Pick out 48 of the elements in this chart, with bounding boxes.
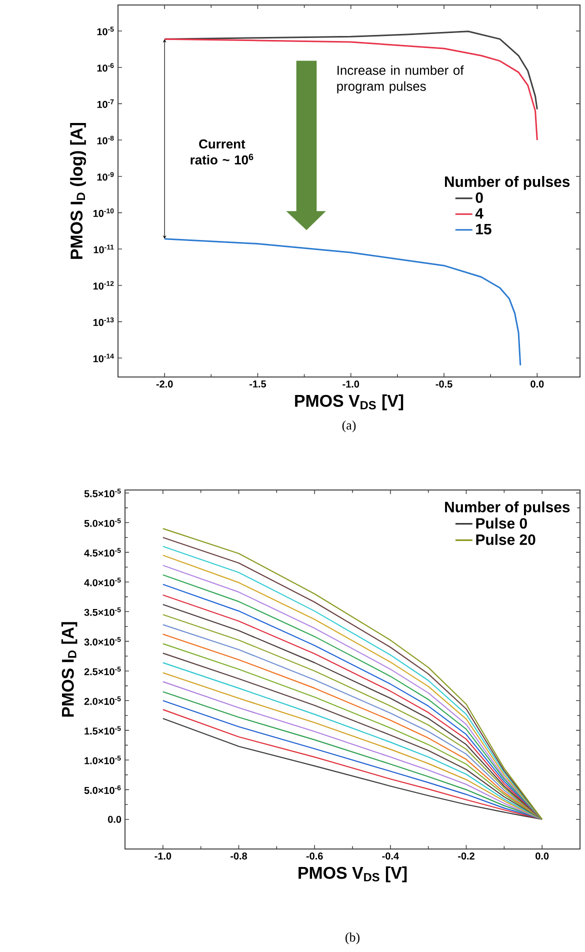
x-tick-label: 0.0 [530,380,544,388]
x-tick-label: -0.4 [382,852,399,860]
y-tick-label: 5.0×10$^{-6}$ [84,785,121,794]
annotation: Increase in number of program pulses [337,65,464,94]
x-tick-label: -0.6 [306,852,323,860]
y-tick-label: 10$^{-12}$ [93,281,114,290]
y-tick-label: 1.0×10$^{-5}$ [84,756,121,764]
x-axis-title: PMOS V$_{DS}$ [V] [295,394,404,410]
y-tick-label: 4.0×10$^{-5}$ [84,578,121,586]
y-tick-label: 2.0×10$^{-5}$ [84,696,121,705]
x-tick-label: -0.2 [458,852,474,860]
y-tick-label: 1.5×10$^{-5}$ [84,726,121,735]
x-tick-label: -1.0 [154,852,172,860]
y-tick-label: 10$^{-14}$ [93,354,114,362]
x-tick-label: -0.5 [436,380,452,388]
x-tick-label: -1.5 [250,380,266,388]
y-tick-label: 10$^{-6}$ [97,63,114,72]
legend-label: 0 [476,192,483,203]
y-tick-label: 10$^{-7}$ [97,99,114,108]
y-tick-label: 5.5×10$^{-5}$ [84,488,121,498]
x-tick-label: -2.0 [156,380,173,388]
y-tick-label: 0.0 [108,816,122,823]
annotation: Current ratio ~ 10$^{6}$ [190,139,254,164]
y-tick-label: 3.0×10$^{-5}$ [84,637,121,646]
y-tick-label: 5.0×10$^{-5}$ [84,518,121,527]
legend-label: Pulse 20 [476,534,536,545]
y-axis-title: PMOS I$_{D}$ (log) [A] [70,123,86,259]
text: (a) [342,420,356,432]
y-tick-label: 2.5×10$^{-5}$ [84,666,121,676]
legend-label: 15 [476,224,492,234]
x-tick-label: -1.0 [342,380,360,388]
legend-title: Number of pulses [444,176,570,190]
text: (b) [346,932,360,944]
legend-label: 4 [475,208,484,219]
y-tick-label: 4.5×10$^{-5}$ [84,548,121,557]
y-tick-label: 10$^{-9}$ [97,172,114,181]
y-tick-label: 10$^{-10}$ [93,208,114,217]
x-tick-label: -0.8 [230,852,248,860]
y-axis-title: PMOS I$_{D}$ [A] [61,622,78,717]
y-tick-label: 10$^{-11}$ [94,244,114,254]
legend-label: Pulse 0 [476,518,527,529]
legend-title: Number of pulses [445,501,570,516]
y-tick-label: 3.5×10$^{-5}$ [84,607,121,616]
y-tick-label: 10$^{-8}$ [97,136,114,144]
x-tick-label: 0.0 [536,852,549,860]
y-tick-label: 10$^{-5}$ [97,26,114,36]
y-tick-label: 10$^{-13}$ [93,317,114,326]
x-axis-title: PMOS V$_{DS}$ [V] [298,866,407,882]
